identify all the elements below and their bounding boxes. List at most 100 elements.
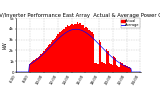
- Bar: [31, 62, 32, 72]
- Bar: [93, 34, 94, 72]
- Bar: [67, 25, 68, 72]
- Bar: [116, 66, 117, 72]
- Bar: [57, 34, 58, 72]
- Bar: [102, 62, 103, 72]
- Bar: [128, 67, 129, 72]
- Bar: [114, 57, 115, 72]
- Bar: [109, 63, 110, 72]
- Bar: [53, 40, 54, 72]
- Bar: [30, 63, 31, 72]
- Bar: [124, 65, 125, 72]
- Bar: [62, 30, 63, 72]
- Bar: [90, 31, 91, 72]
- Bar: [56, 36, 57, 72]
- Bar: [39, 56, 40, 72]
- Bar: [87, 28, 88, 72]
- Bar: [97, 64, 98, 72]
- Bar: [37, 58, 38, 72]
- Bar: [106, 49, 107, 72]
- Bar: [68, 26, 69, 72]
- Bar: [98, 64, 99, 72]
- Bar: [36, 58, 37, 72]
- Bar: [63, 30, 64, 72]
- Y-axis label: kW: kW: [3, 41, 8, 49]
- Bar: [46, 48, 47, 72]
- Bar: [81, 25, 82, 72]
- Bar: [58, 34, 59, 72]
- Bar: [32, 62, 33, 72]
- Bar: [79, 23, 80, 72]
- Bar: [117, 66, 118, 72]
- Bar: [82, 25, 83, 72]
- Bar: [74, 24, 75, 72]
- Bar: [43, 51, 44, 72]
- Bar: [51, 42, 52, 72]
- Bar: [92, 32, 93, 72]
- Bar: [94, 63, 95, 72]
- Legend: Actual, Average: Actual, Average: [120, 18, 140, 28]
- Bar: [38, 57, 39, 72]
- Bar: [69, 26, 70, 72]
- Bar: [105, 64, 106, 72]
- Bar: [96, 63, 97, 72]
- Bar: [60, 32, 61, 72]
- Bar: [33, 60, 34, 72]
- Bar: [120, 62, 121, 72]
- Bar: [125, 65, 126, 72]
- Bar: [44, 51, 45, 72]
- Bar: [78, 24, 79, 72]
- Bar: [86, 27, 87, 72]
- Bar: [50, 44, 51, 72]
- Bar: [34, 60, 35, 72]
- Bar: [72, 24, 73, 72]
- Bar: [65, 27, 66, 72]
- Bar: [101, 62, 102, 72]
- Bar: [129, 67, 130, 72]
- Bar: [61, 31, 62, 72]
- Bar: [126, 66, 127, 72]
- Bar: [73, 24, 74, 72]
- Bar: [103, 63, 104, 72]
- Bar: [111, 64, 112, 72]
- Bar: [59, 32, 60, 72]
- Bar: [107, 50, 108, 72]
- Bar: [88, 30, 89, 72]
- Bar: [40, 54, 41, 72]
- Bar: [85, 27, 86, 72]
- Bar: [108, 51, 109, 72]
- Title: Solar PV/Inverter Performance East Array  Actual & Average Power Output: Solar PV/Inverter Performance East Array…: [0, 13, 160, 18]
- Bar: [42, 53, 43, 72]
- Bar: [112, 65, 113, 72]
- Bar: [113, 56, 114, 72]
- Bar: [100, 42, 101, 72]
- Bar: [123, 64, 124, 72]
- Bar: [41, 54, 42, 72]
- Bar: [130, 68, 131, 72]
- Bar: [118, 67, 119, 72]
- Bar: [91, 32, 92, 72]
- Bar: [89, 30, 90, 72]
- Bar: [47, 47, 48, 72]
- Bar: [84, 28, 85, 72]
- Bar: [45, 49, 46, 72]
- Bar: [49, 44, 50, 72]
- Bar: [121, 63, 122, 72]
- Bar: [29, 64, 30, 72]
- Bar: [75, 24, 76, 72]
- Bar: [54, 39, 55, 72]
- Bar: [119, 67, 120, 72]
- Bar: [115, 58, 116, 72]
- Bar: [127, 66, 128, 72]
- Bar: [76, 24, 77, 72]
- Bar: [70, 25, 71, 72]
- Bar: [80, 23, 81, 72]
- Bar: [35, 59, 36, 72]
- Bar: [99, 40, 100, 72]
- Bar: [77, 22, 78, 72]
- Bar: [48, 45, 49, 72]
- Bar: [110, 64, 111, 72]
- Bar: [66, 27, 67, 72]
- Bar: [52, 40, 53, 72]
- Bar: [64, 29, 65, 72]
- Bar: [71, 23, 72, 72]
